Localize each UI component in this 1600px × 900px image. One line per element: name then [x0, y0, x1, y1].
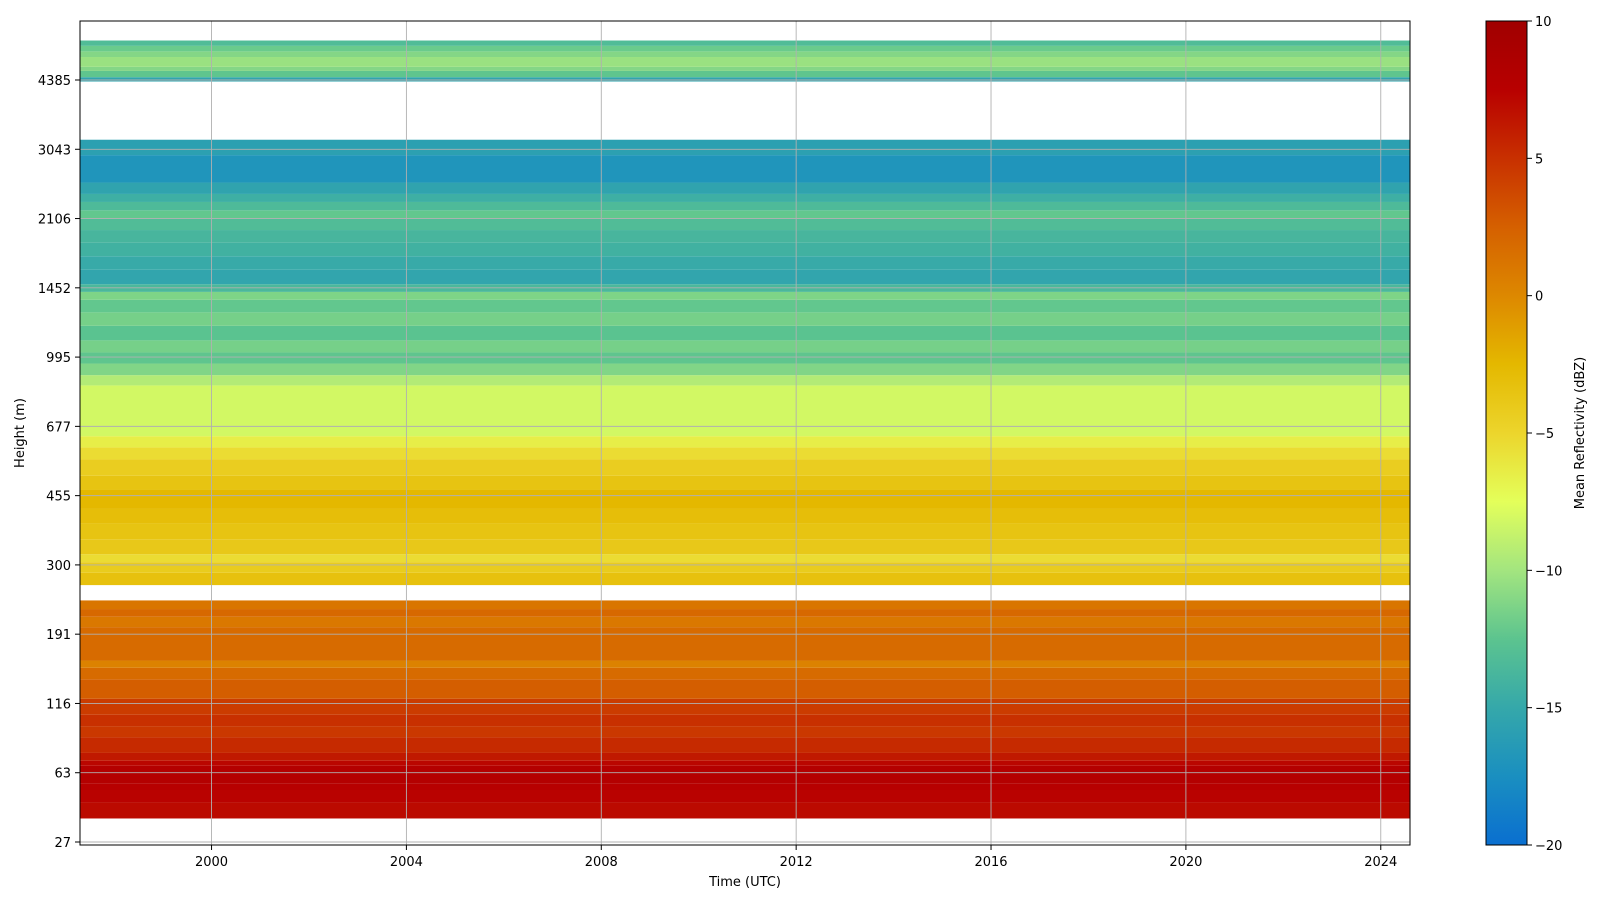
heatmap-row: [80, 436, 1410, 448]
heatmap-row: [80, 802, 1410, 819]
colorbar-tick-label: 0: [1535, 290, 1543, 305]
heatmap-row: [80, 40, 1410, 46]
heatmap-row: [80, 51, 1410, 58]
heatmap-row: [80, 182, 1410, 194]
y-tick-label: 116: [46, 697, 71, 712]
plot-frame: [79, 20, 1411, 846]
heatmap-row: [80, 256, 1410, 270]
grid-lines: [80, 21, 1410, 845]
y-tick-label: 27: [54, 836, 71, 851]
heatmap-row: [80, 447, 1410, 460]
heatmap-row: [80, 554, 1410, 563]
x-tick-label: 2004: [390, 855, 423, 870]
heatmap-rows: [80, 40, 1410, 819]
y-tick-label: 677: [46, 420, 71, 435]
heatmap-row: [80, 508, 1410, 524]
heatmap-row: [80, 139, 1410, 156]
heatmap-row: [80, 340, 1410, 353]
heatmap-row: [80, 299, 1410, 313]
x-tick-label: 2000: [195, 855, 228, 870]
heatmap-row: [80, 269, 1410, 285]
heatmap-row: [80, 77, 1410, 82]
heatmap-row: [80, 790, 1410, 803]
heatmap-row: [80, 291, 1410, 300]
y-tick-label: 995: [46, 351, 71, 366]
colorbar-ticks: 10 5 0 −5 −10 −15 −20: [1527, 15, 1562, 854]
heatmap-row: [80, 363, 1410, 376]
heatmap-row: [80, 539, 1410, 555]
heatmap-row: [80, 600, 1410, 610]
y-tick-label: 2106: [38, 213, 71, 228]
heatmap-row: [80, 218, 1410, 231]
heatmap-row: [80, 698, 1410, 715]
heatmap-row: [80, 679, 1410, 699]
heatmap-row: [80, 45, 1410, 52]
colorbar-tick-label: −15: [1535, 702, 1562, 717]
heatmap-row: [80, 66, 1410, 71]
heatmap-row: [80, 726, 1410, 738]
heatmap-row: [80, 352, 1410, 364]
heatmap-row: [80, 312, 1410, 326]
y-tick-label: 4385: [38, 74, 71, 89]
x-tick-label: 2020: [1169, 855, 1202, 870]
heatmap-row: [80, 760, 1410, 766]
heatmap-row: [80, 375, 1410, 386]
colorbar-tick-label: 5: [1535, 152, 1543, 167]
heatmap-row: [80, 70, 1410, 78]
heatmap-row: [80, 210, 1410, 219]
x-tick-label: 2012: [780, 855, 813, 870]
heatmap-row: [80, 201, 1410, 211]
heatmap-row: [80, 667, 1410, 680]
heatmap-row: [80, 609, 1410, 617]
colorbar-tick-label: −5: [1535, 427, 1554, 442]
heatmap-row: [80, 385, 1410, 437]
x-tick-label: 2024: [1364, 855, 1397, 870]
heatmap-row: [80, 459, 1410, 476]
heatmap-row: [80, 155, 1410, 183]
heatmap-row: [80, 616, 1410, 628]
heatmap-row: [80, 193, 1410, 202]
x-tick-label: 2008: [585, 855, 618, 870]
y-tick-label: 191: [46, 628, 71, 643]
y-tick-label: 1452: [38, 282, 71, 297]
y-tick-label: 300: [46, 559, 71, 574]
heatmap-row: [80, 783, 1410, 791]
colorbar-tick-label: −10: [1535, 564, 1562, 579]
x-tick-label: 2016: [974, 855, 1007, 870]
y-tick-label: 455: [46, 490, 71, 505]
heatmap-row: [80, 765, 1410, 784]
heatmap-row: [80, 523, 1410, 540]
heatmap-row: [80, 562, 1410, 573]
x-axis-ticks: 2000 2004 2008 2012 2016 2020 2024: [195, 845, 1397, 870]
colorbar-tick-label: −20: [1535, 839, 1562, 854]
y-tick-label: 63: [54, 767, 71, 782]
heatmap-row: [80, 57, 1410, 67]
heatmap-row: [80, 627, 1410, 661]
colorbar-tick-label: 10: [1535, 15, 1552, 30]
heatmap-row: [80, 325, 1410, 341]
heatmap-row: [80, 489, 1410, 509]
colorbar-label: Mean Reflectivity (dBZ): [1573, 357, 1588, 510]
y-tick-label: 3043: [38, 143, 71, 158]
heatmap-row: [80, 737, 1410, 753]
heatmap-row: [80, 475, 1410, 490]
heatmap-row: [80, 242, 1410, 257]
colorbar: [1485, 20, 1528, 846]
y-axis-label: Height (m): [13, 398, 28, 468]
y-axis-ticks: 27 63 116 191 300 455 677 995 1452 2106 3043 4385: [38, 74, 80, 851]
heatmap-row: [80, 572, 1410, 586]
heatmap-row: [80, 230, 1410, 243]
heatmap-row: [80, 714, 1410, 727]
x-axis-label: Time (UTC): [708, 875, 781, 890]
heatmap-row: [80, 752, 1410, 761]
heatmap-row: [80, 660, 1410, 668]
